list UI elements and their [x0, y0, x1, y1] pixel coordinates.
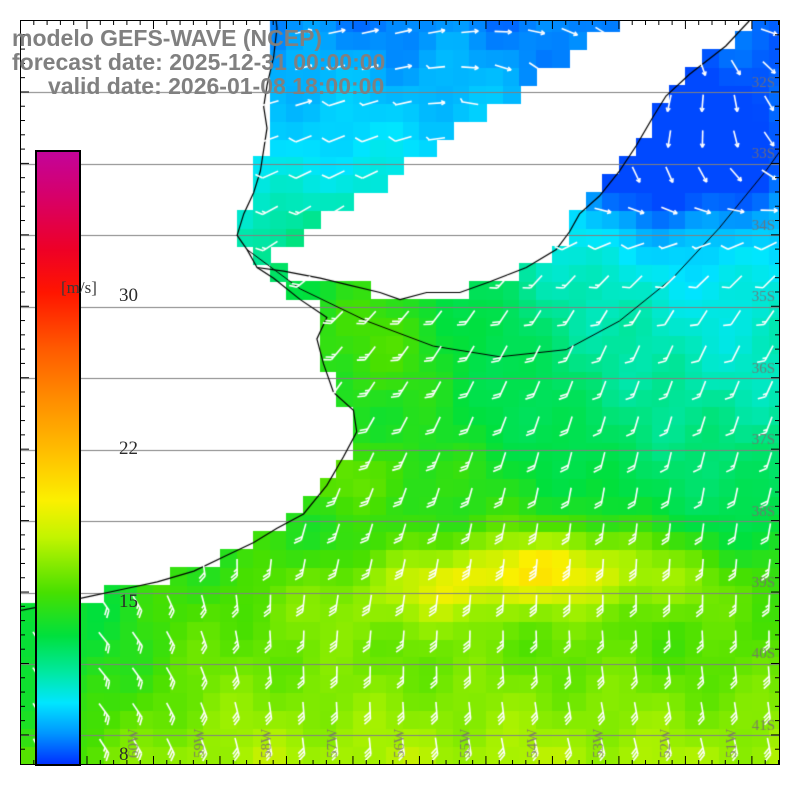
colorbar-tick-15: 15: [119, 592, 138, 611]
colorbar-tick-8: 8: [119, 745, 129, 764]
wind-forecast-map-figure: [m/s] 30 22 15 8 modelo GEFS-WAVE (NCEP)…: [0, 0, 800, 800]
colorbar-tick-22: 22: [119, 439, 138, 458]
map-plot-area[interactable]: [20, 20, 780, 765]
colorbar-gradient: [35, 150, 81, 766]
wind-speed-heatmap-canvas[interactable]: [21, 21, 779, 764]
colorbar: [m/s] 30 22 15 8: [35, 150, 81, 766]
colorbar-tick-30: 30: [119, 286, 138, 305]
colorbar-unit-label: [m/s]: [61, 278, 97, 298]
